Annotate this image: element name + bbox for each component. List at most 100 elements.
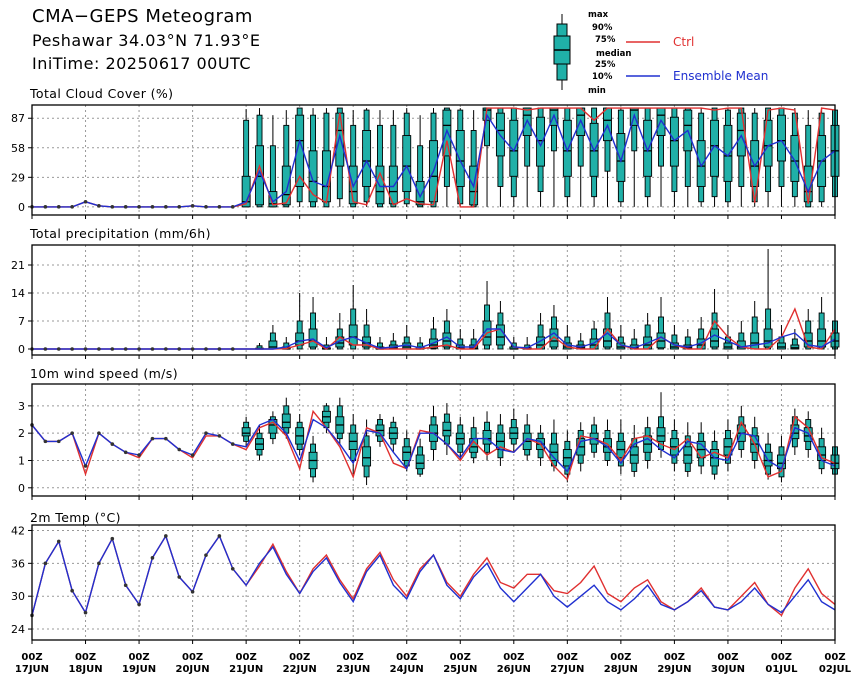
box-25-75 xyxy=(335,112,345,167)
box-25-75 xyxy=(616,133,626,182)
box-whisker xyxy=(495,301,505,350)
x-tick-label-time: 00Z xyxy=(289,652,310,663)
panel-title: Total precipitation (mm/6h) xyxy=(29,226,211,241)
early-point xyxy=(83,199,88,204)
box-whisker xyxy=(509,408,519,453)
early-point xyxy=(190,453,195,457)
y-tick-label: 58 xyxy=(11,142,25,155)
box-25-75 xyxy=(281,413,291,429)
box-whisker xyxy=(255,108,264,208)
x-tick-label-date: 26JUN xyxy=(497,664,531,675)
box-25-75 xyxy=(442,109,452,157)
box-25-75 xyxy=(442,421,452,437)
early-point xyxy=(137,602,141,607)
box-whisker xyxy=(509,107,519,207)
box-whisker xyxy=(536,107,546,207)
early-point xyxy=(164,205,168,209)
box-whisker xyxy=(603,297,612,350)
box-whisker xyxy=(536,313,546,350)
box-whisker xyxy=(736,107,746,207)
box-whisker xyxy=(455,329,465,350)
box-25-75 xyxy=(536,116,546,167)
early-point xyxy=(217,347,222,351)
early-point xyxy=(97,204,101,208)
box-whisker xyxy=(629,329,639,350)
x-tick-label-time: 00Z xyxy=(717,652,738,663)
y-tick-label: 1 xyxy=(18,454,25,467)
x-tick-label-time: 00Z xyxy=(75,652,96,663)
early-point xyxy=(230,567,235,571)
box-25-75 xyxy=(308,150,318,203)
x-tick-label-time: 00Z xyxy=(396,652,417,663)
legend-mean-label: Ensemble Mean xyxy=(673,69,768,83)
box-whisker xyxy=(295,107,305,207)
early-point xyxy=(43,205,48,209)
early-point xyxy=(177,447,182,452)
box-whisker xyxy=(763,107,773,207)
box-whisker xyxy=(643,107,653,207)
box-whisker xyxy=(268,115,278,208)
box-25-75 xyxy=(455,130,465,187)
x-tick-label-time: 00Z xyxy=(343,652,364,663)
box-25-75 xyxy=(669,116,679,167)
legend-box-label: min xyxy=(588,86,606,96)
box-whisker xyxy=(736,405,746,458)
x-tick-label-date: 24JUN xyxy=(390,664,424,675)
x-tick-label-time: 00Z xyxy=(557,652,578,663)
box-25-75 xyxy=(710,328,719,348)
x-tick-label-date: 17JUN xyxy=(15,664,49,675)
legend-box-label: 10% xyxy=(592,72,613,82)
box-25-75 xyxy=(790,344,800,350)
x-tick-label-time: 00Z xyxy=(182,652,203,663)
early-point xyxy=(230,442,235,446)
box-whisker xyxy=(415,438,425,477)
y-tick-label: 87 xyxy=(11,112,25,125)
early-point xyxy=(123,450,128,455)
box-whisker xyxy=(656,297,666,350)
y-tick-label: 14 xyxy=(11,287,25,300)
early-point xyxy=(43,347,48,351)
box-whisker xyxy=(348,110,358,208)
early-point xyxy=(137,205,141,209)
box-whisker xyxy=(482,411,492,461)
box-25-75 xyxy=(268,340,278,350)
box-whisker xyxy=(455,416,465,461)
y-tick-label: 2 xyxy=(18,427,25,440)
y-tick-label: 24 xyxy=(11,623,25,636)
y-tick-label: 42 xyxy=(11,524,25,537)
box-whisker xyxy=(710,289,719,350)
box-whisker xyxy=(669,419,679,472)
early-point xyxy=(204,553,208,557)
x-tick-label-date: 22JUN xyxy=(283,664,317,675)
box-25-75 xyxy=(402,135,412,193)
x-tick-label-time: 00Z xyxy=(21,652,42,663)
box-whisker xyxy=(723,419,733,472)
box-whisker xyxy=(683,107,693,207)
box-whisker xyxy=(442,309,452,350)
box-whisker xyxy=(817,297,827,350)
box-whisker xyxy=(549,305,559,350)
box-whisker xyxy=(522,414,532,461)
early-point xyxy=(204,347,208,351)
x-tick-label-date: 28JUN xyxy=(604,664,638,675)
early-point xyxy=(83,347,88,351)
early-point xyxy=(83,464,88,468)
box-whisker xyxy=(549,419,559,472)
box-whisker xyxy=(388,110,398,208)
box-25-75 xyxy=(241,427,251,437)
box-whisker xyxy=(817,108,827,207)
x-tick-label-date: 19JUN xyxy=(122,664,156,675)
box-25-75 xyxy=(777,342,786,350)
early-point xyxy=(204,431,208,435)
panel-frame xyxy=(31,244,836,356)
box-whisker xyxy=(562,430,572,483)
early-point xyxy=(110,536,115,541)
box-whisker xyxy=(241,109,251,208)
box-whisker xyxy=(683,422,693,477)
legend-box-label: 90% xyxy=(592,23,613,33)
x-tick-label-date: 23JUN xyxy=(336,664,370,675)
x-tick-label-date: 29JUN xyxy=(657,664,691,675)
x-tick-label-date: 21JUN xyxy=(229,664,263,675)
early-point xyxy=(123,205,128,209)
x-tick-label-time: 00Z xyxy=(128,652,149,663)
